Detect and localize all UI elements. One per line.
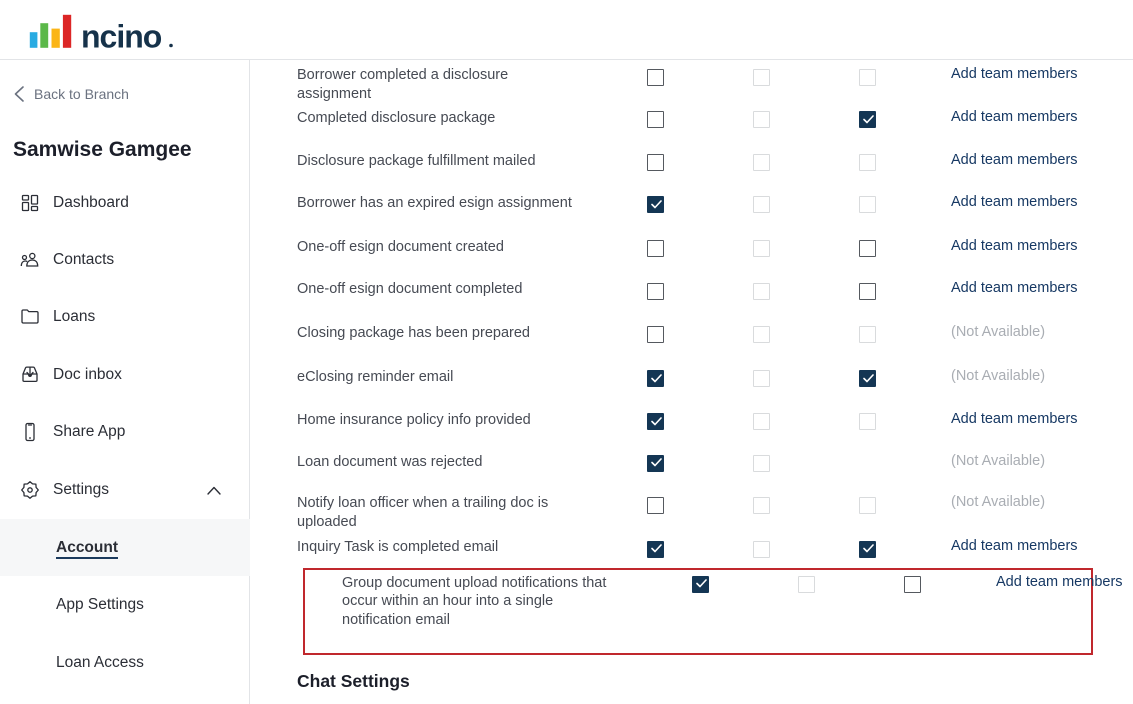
svg-text:ncino: ncino — [81, 18, 162, 54]
